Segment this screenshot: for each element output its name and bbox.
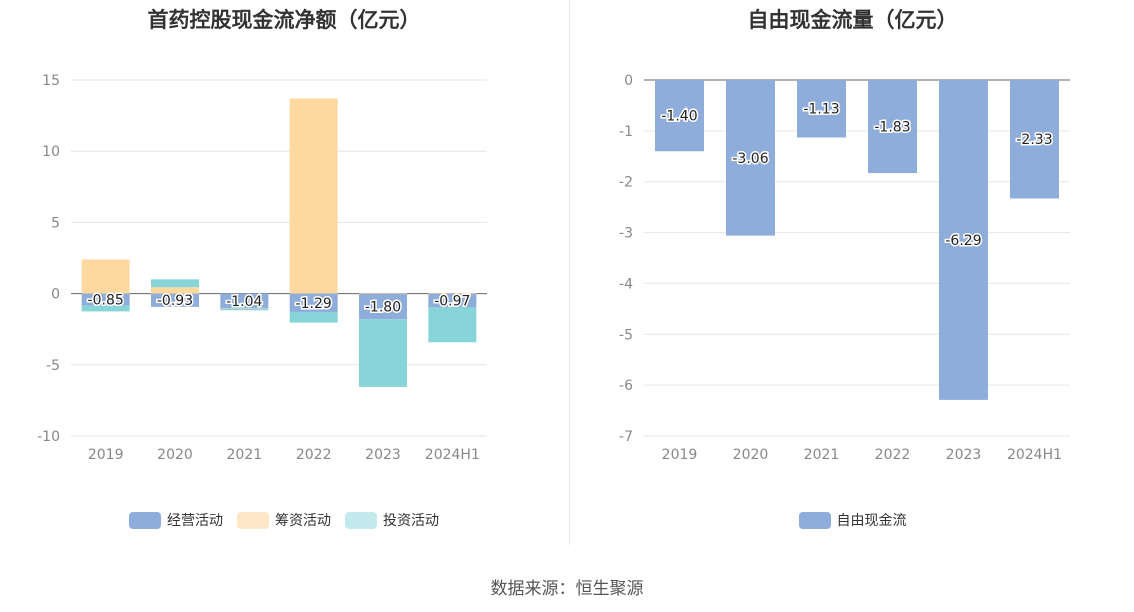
y-tick-label: -10 xyxy=(37,429,60,445)
x-tick-label: 2023 xyxy=(365,447,401,463)
legend-item-investing[interactable]: 投资活动 xyxy=(345,510,439,530)
bar-segment xyxy=(151,293,199,307)
bar-segment xyxy=(81,259,130,294)
bar-segment xyxy=(289,98,338,294)
legend-item-operating[interactable]: 经营活动 xyxy=(129,510,223,530)
legend-label: 筹资活动 xyxy=(275,513,331,529)
legend: 经营活动 筹资活动 投资活动 xyxy=(0,510,568,530)
y-tick-label: -3 xyxy=(619,226,633,242)
data-label: -0.85 xyxy=(88,293,124,309)
bar-segment xyxy=(359,319,407,387)
bar xyxy=(726,80,775,236)
bar-segment xyxy=(220,308,269,311)
data-label: -0.93 xyxy=(157,293,193,309)
bar xyxy=(655,80,704,152)
y-tick-label: 0 xyxy=(51,287,60,303)
bar-segment xyxy=(81,293,130,306)
x-tick-label: 2019 xyxy=(662,447,698,463)
data-label: -1.13 xyxy=(803,102,839,118)
x-tick-label: 2020 xyxy=(733,447,769,463)
legend-swatch xyxy=(345,511,377,529)
data-label: -1.04 xyxy=(226,294,262,310)
panel-divider xyxy=(569,0,570,545)
legend-item-financing[interactable]: 筹资活动 xyxy=(237,510,331,530)
data-label: -2.33 xyxy=(1016,132,1052,148)
legend-item-free-cashflow[interactable]: 自由现金流 xyxy=(798,510,907,530)
cashflow-net-plot: 15 10 5 0 -5 -10 2019 2020 2021 2022 2023 2024H1 -0.… xyxy=(37,73,487,463)
legend-label: 投资活动 xyxy=(383,513,439,529)
bar-segment xyxy=(151,287,199,294)
chart-title: 自由现金流量（亿元） xyxy=(747,8,958,32)
y-tick-label: 0 xyxy=(624,73,633,89)
x-tick-label: 2021 xyxy=(804,447,840,463)
x-tick-label: 2022 xyxy=(875,447,911,463)
bar-segment xyxy=(81,305,130,312)
bar-segment xyxy=(289,293,338,312)
legend: 自由现金流 xyxy=(571,510,1134,530)
y-tick-label: -5 xyxy=(619,327,633,343)
free-cashflow-chart: 自由现金流量（亿元） 0 -1 -2 -3 -4 -5 -6 -7 -1.40 2019 -3.06… xyxy=(571,0,1134,545)
y-tick-label: -7 xyxy=(619,429,633,445)
data-label: -1.40 xyxy=(661,109,697,125)
x-tick-label: 2024H1 xyxy=(1007,447,1062,463)
x-tick-label: 2024H1 xyxy=(425,447,480,463)
free-cashflow-plot: 0 -1 -2 -3 -4 -5 -6 -7 -1.40 2019 -3.06 2020 -1.13 20… xyxy=(619,73,1070,463)
data-label: -6.29 xyxy=(945,233,981,249)
y-tick-label: 10 xyxy=(42,144,60,160)
x-tick-label: 2020 xyxy=(157,447,193,463)
data-label: -1.80 xyxy=(365,299,401,315)
x-tick-label: 2023 xyxy=(946,447,982,463)
legend-swatch xyxy=(237,511,269,529)
bar-segment xyxy=(359,293,407,320)
x-tick-label: 2022 xyxy=(296,447,332,463)
bar-segment xyxy=(428,307,477,343)
legend-label: 自由现金流 xyxy=(836,513,907,529)
y-tick-label: -5 xyxy=(46,358,60,374)
data-label: -1.83 xyxy=(874,120,910,136)
bar xyxy=(939,80,988,400)
y-tick-label: 5 xyxy=(51,215,60,231)
x-tick-label: 2019 xyxy=(88,447,124,463)
legend-swatch xyxy=(129,511,161,529)
y-tick-label: -2 xyxy=(619,175,633,191)
y-tick-label: 15 xyxy=(42,73,60,89)
bar xyxy=(868,80,917,174)
legend-swatch xyxy=(798,511,831,529)
bar xyxy=(797,80,846,138)
y-tick-label: -1 xyxy=(619,124,633,140)
data-source: 数据来源：恒生聚源 xyxy=(490,579,644,599)
chart-title: 首药控股现金流净额（亿元） xyxy=(147,8,421,32)
legend-label: 经营活动 xyxy=(167,513,223,529)
bar-segment xyxy=(289,311,338,323)
data-label: -3.06 xyxy=(732,151,768,167)
bar xyxy=(1010,80,1059,199)
cashflow-net-chart: 首药控股现金流净额（亿元） 15 10 5 0 -5 -10 2019 2020 2021 202… xyxy=(0,0,568,545)
data-label: -1.29 xyxy=(296,296,332,312)
bar-segment xyxy=(359,292,407,294)
bar-segment xyxy=(428,293,477,308)
y-tick-label: -6 xyxy=(619,378,633,394)
y-tick-label: -4 xyxy=(619,276,633,292)
bar-segment xyxy=(151,279,199,288)
bar-segment xyxy=(428,292,477,294)
x-tick-label: 2021 xyxy=(227,447,263,463)
data-label: -0.97 xyxy=(434,294,470,310)
bar-segment xyxy=(220,293,269,309)
